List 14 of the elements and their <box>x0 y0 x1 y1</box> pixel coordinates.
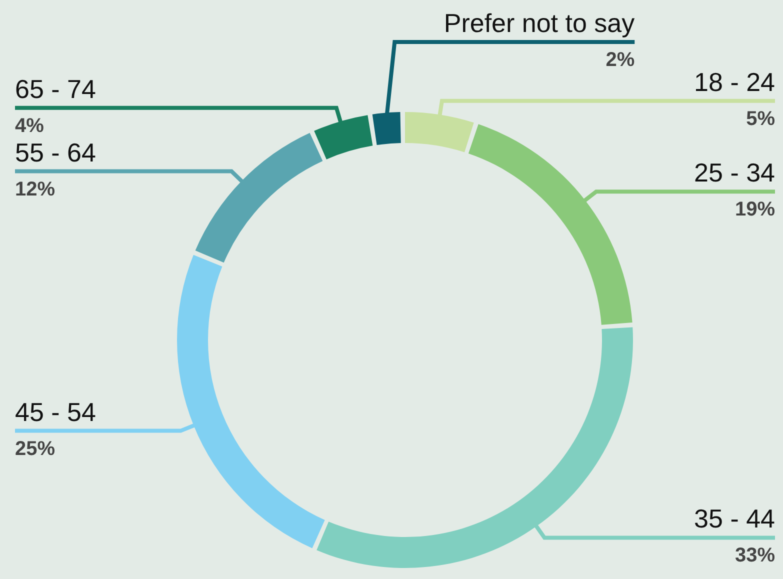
data-label: 12% <box>15 178 56 200</box>
slice-label: Prefer not to say <box>444 8 635 38</box>
data-label: 25% <box>15 438 56 460</box>
slice-label: 45 - 54 <box>15 396 96 427</box>
data-label: 33% <box>734 544 776 567</box>
data-label: 4% <box>15 114 44 137</box>
slice-label: 35 - 44 <box>694 504 775 534</box>
data-label: 19% <box>734 198 776 221</box>
slice-label: 25 - 34 <box>694 158 775 188</box>
slice-label: 18 - 24 <box>694 66 775 97</box>
data-label: 2% <box>606 49 635 71</box>
data-label: 5% <box>746 108 776 130</box>
slice-label: 55 - 64 <box>15 137 96 168</box>
slice-label: 65 - 74 <box>15 74 96 104</box>
